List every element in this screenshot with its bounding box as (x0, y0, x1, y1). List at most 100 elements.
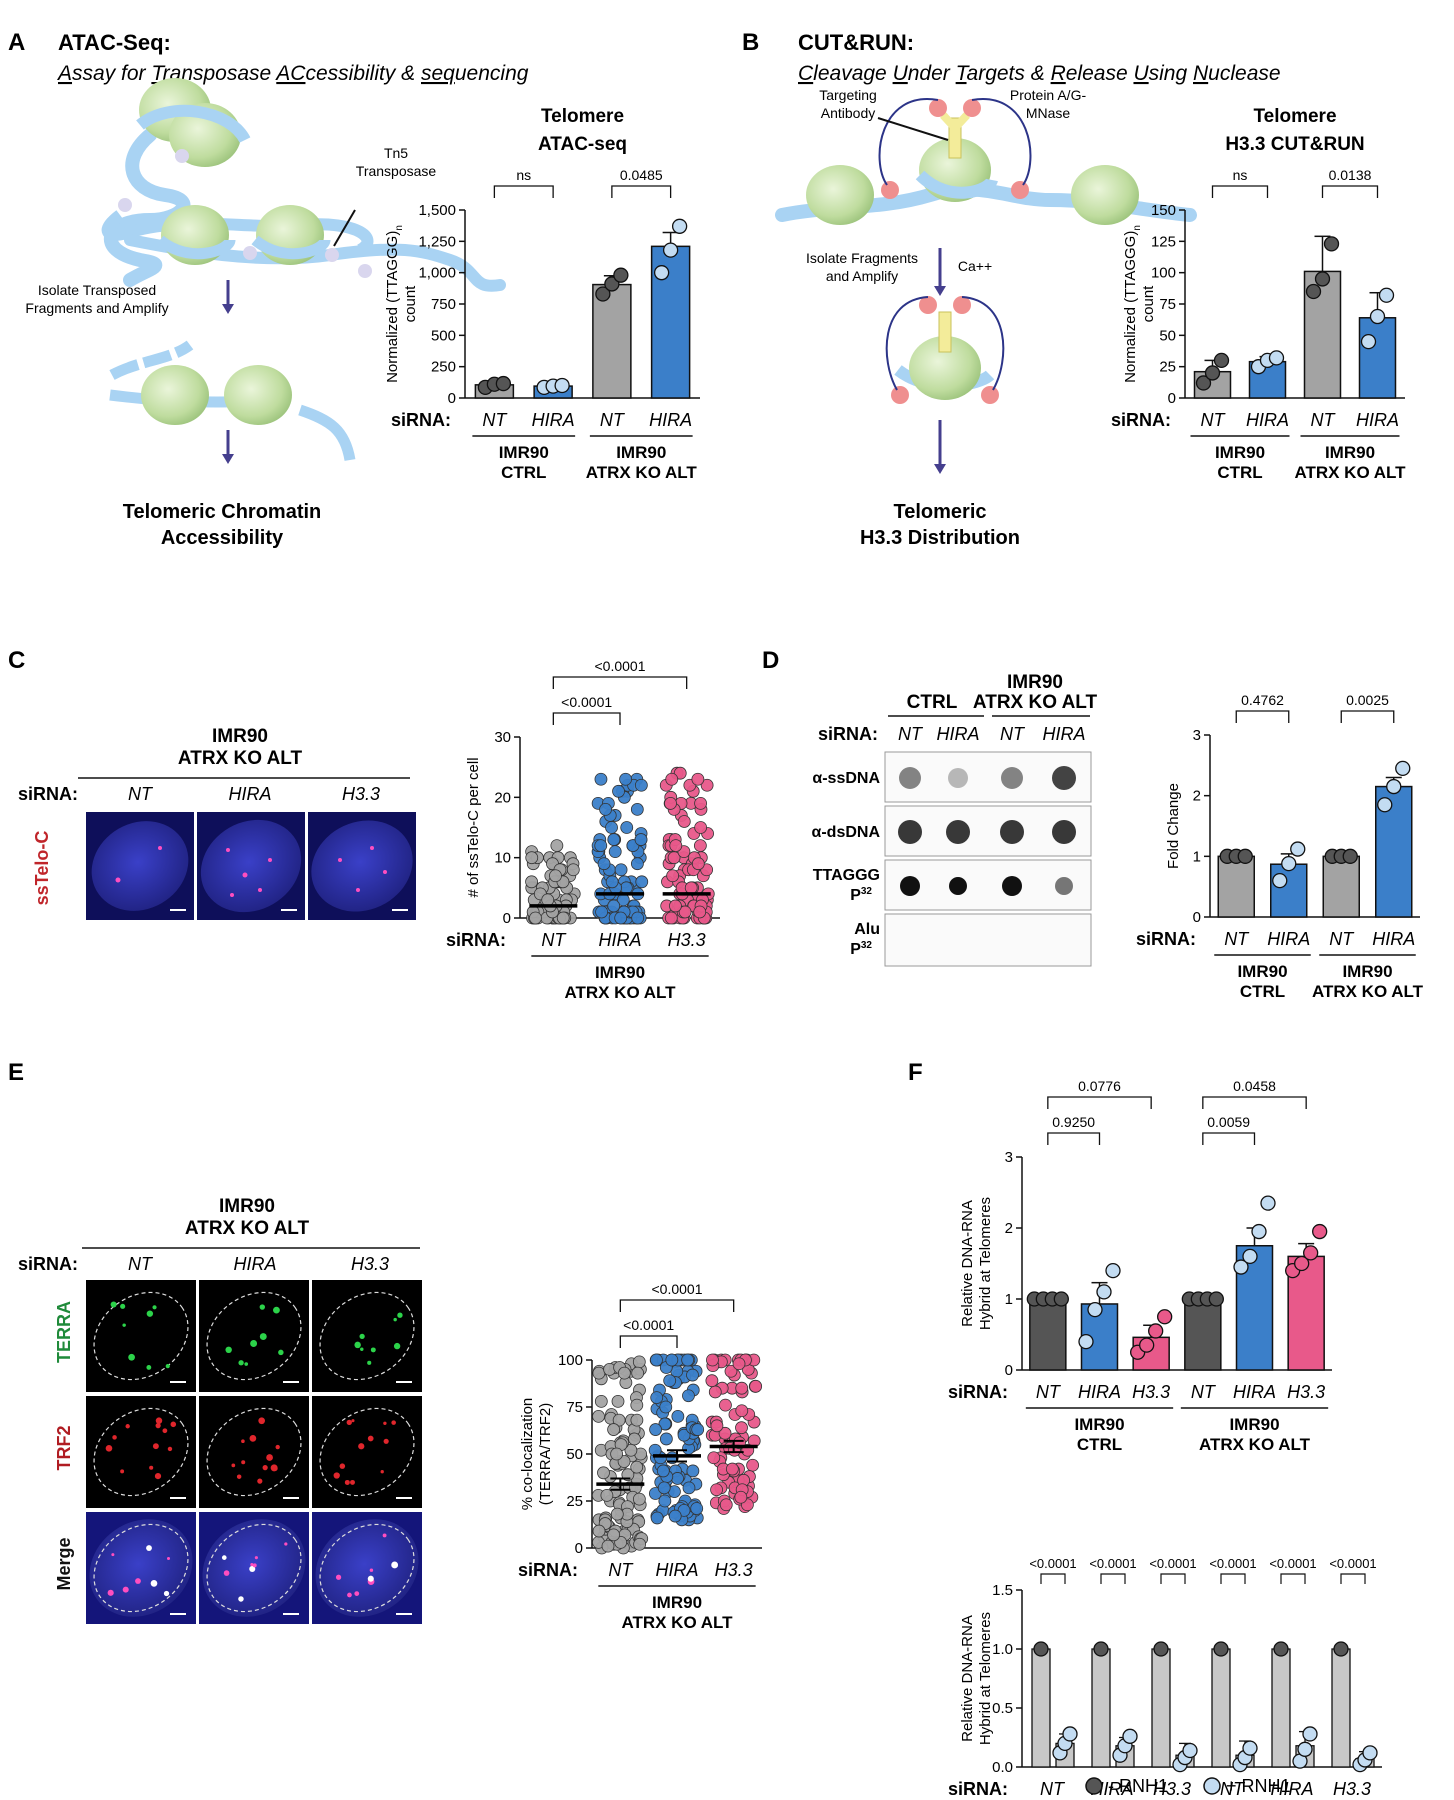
data-point (634, 833, 648, 846)
tether (878, 98, 939, 186)
foci (393, 1342, 401, 1350)
y-tick-label: 20 (494, 789, 511, 806)
cutrun-released (885, 296, 1005, 404)
group-label-2: ATRX KO ALT (1312, 982, 1424, 1001)
data-point (601, 1539, 615, 1553)
panel-b-title: CUT&RUN: (798, 30, 914, 55)
group-label-2: ATRX KO ALT (621, 1613, 733, 1632)
data-point (686, 1368, 699, 1382)
data-point (592, 1366, 606, 1380)
chart-title-2: H3.3 CUT&RUN (1225, 134, 1364, 155)
foci (284, 1542, 288, 1546)
y-tick-label: 0 (1193, 909, 1201, 926)
foci (359, 1333, 365, 1340)
sub-a3: T (151, 62, 166, 85)
data-point (1233, 1259, 1249, 1275)
foci (259, 1333, 267, 1341)
bar (1184, 1298, 1222, 1371)
p-value-label: 0.0485 (620, 167, 663, 183)
ssteloc-foci (115, 877, 121, 883)
data-point (495, 375, 512, 392)
data-point (1157, 1309, 1173, 1325)
nucleosome (909, 336, 981, 400)
dna-fragment (298, 404, 356, 462)
data-point (746, 1458, 760, 1472)
data-point (650, 1391, 664, 1404)
panel-letter-c: C (8, 647, 25, 674)
data-point (669, 839, 683, 852)
y-tick-label: 0 (503, 910, 511, 927)
data-point (663, 1374, 677, 1388)
data-point (632, 1355, 646, 1369)
data-point-minus (1093, 1641, 1109, 1657)
bar-minus-rnh1 (1151, 1648, 1171, 1768)
foci (146, 1545, 152, 1551)
data-point (620, 821, 634, 834)
blot-dot (1001, 767, 1023, 789)
foci (383, 1421, 387, 1425)
y-tick-label: 125 (1151, 233, 1176, 250)
arrow-head-b2 (934, 464, 946, 474)
panel-letter-a: A (8, 29, 25, 56)
dna-wrap (251, 235, 331, 260)
sirna-label: siRNA: (1111, 410, 1171, 430)
data-point (630, 1398, 644, 1412)
sirna-label: siRNA: (1136, 929, 1196, 949)
data-point-plus (1182, 1742, 1198, 1759)
x-tick-label: H3.3 (1132, 1382, 1170, 1402)
data-point (608, 845, 622, 859)
ssteloc-foci (268, 858, 272, 862)
bar-minus-rnh1 (1031, 1648, 1051, 1768)
antibody (938, 311, 952, 353)
panel-d-sirna: siRNA: (818, 724, 878, 744)
data-point (668, 1509, 682, 1523)
blot-label-alu-p: P32 (850, 940, 872, 958)
ssteloc-image-h33 (308, 812, 416, 920)
blot-dot (946, 820, 970, 844)
p-value-label: 0.0025 (1346, 692, 1389, 708)
blot-dot (1052, 766, 1076, 790)
data-point (708, 1385, 722, 1399)
tether (961, 296, 1005, 391)
x-tick-label: H3.3 (668, 930, 706, 950)
y-tick-label: 0 (1168, 390, 1176, 407)
significance-bracket (552, 712, 621, 725)
data-point (592, 1524, 606, 1538)
blot-label-ttaggg-p: P32 (850, 886, 872, 904)
sub-a8: uencing (455, 62, 529, 85)
microscopy-image (86, 1396, 196, 1508)
microscopy-image (199, 1280, 309, 1392)
ssteloc-foci (356, 888, 360, 892)
p-value-label: <0.0001 (1209, 1556, 1256, 1571)
panel-d-col-hira1: HIRA (936, 724, 979, 744)
data-point (718, 1426, 732, 1440)
blot-dot (898, 820, 922, 844)
tn5-label-2: Transposase (356, 163, 437, 179)
data-point (607, 1423, 621, 1436)
data-point (1242, 1248, 1258, 1265)
data-point (664, 796, 677, 810)
data-point (594, 1394, 608, 1408)
foci (370, 1347, 376, 1353)
data-point-minus (1213, 1641, 1229, 1657)
pag-mnase (929, 99, 947, 117)
foci (112, 1435, 117, 1440)
y-tick-label: 250 (431, 359, 456, 376)
foci (238, 1596, 244, 1602)
data-point (650, 1511, 664, 1525)
arrow-head (222, 304, 234, 314)
data-point (1139, 1337, 1155, 1353)
blot-alu (884, 913, 1092, 967)
bar-minus-rnh1 (1271, 1648, 1291, 1768)
data-point (525, 875, 538, 889)
foci (241, 1460, 246, 1465)
panel-d-col-hira2: HIRA (1042, 724, 1085, 744)
tether (885, 296, 929, 391)
y-tick-label: 1 (1005, 1291, 1013, 1308)
panel-c-col-hira: HIRA (228, 784, 271, 804)
y-tick-label: 1 (1193, 848, 1201, 865)
x-tick-label: NT (1224, 929, 1250, 949)
data-point (634, 778, 648, 792)
ssteloc-image-nt (86, 812, 194, 920)
